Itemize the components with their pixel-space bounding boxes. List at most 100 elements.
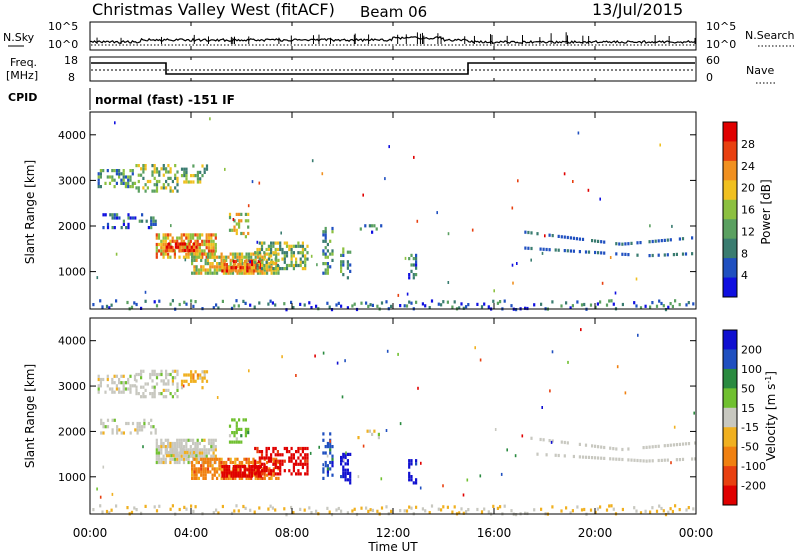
- echo-cell: [168, 242, 171, 246]
- echo-cell: [675, 443, 678, 447]
- echo-cell: [218, 262, 221, 266]
- echo-cell: [191, 252, 194, 256]
- echo-cell: [329, 439, 331, 443]
- cpid-text: normal (fast) -151 IF: [95, 93, 235, 107]
- echo-cell: [193, 476, 196, 480]
- echo-cell: [113, 226, 116, 230]
- echo-cell: [203, 376, 206, 380]
- echo-cell: [580, 328, 582, 332]
- echo-cell: [246, 474, 249, 478]
- echo-cell: [173, 255, 176, 259]
- echo-cell: [275, 262, 278, 266]
- echo-cell: [200, 464, 203, 468]
- echo-cell: [256, 263, 259, 268]
- ground-scatter-cell: [639, 306, 643, 310]
- echo-cell: [415, 478, 418, 482]
- echo-cell: [176, 183, 179, 187]
- echo-cell: [242, 418, 245, 422]
- echo-cell: [624, 252, 627, 256]
- echo-cell: [410, 263, 413, 267]
- echo-cell: [304, 247, 307, 252]
- echo-cell: [240, 212, 243, 216]
- echo-cell: [212, 451, 215, 455]
- echo-cell: [234, 266, 238, 270]
- echo-cell: [299, 263, 302, 268]
- echo-cell: [160, 379, 163, 383]
- echo-cell: [100, 431, 103, 435]
- ground-scatter-cell: [351, 509, 354, 513]
- echo-cell: [399, 422, 402, 426]
- echo-cell: [157, 448, 161, 452]
- ground-scatter-cell: [664, 308, 668, 312]
- echo-cell: [577, 131, 580, 135]
- echo-cell: [521, 434, 524, 438]
- ground-scatter-cell: [476, 507, 479, 512]
- echo-cell: [216, 268, 219, 272]
- echo-cell: [142, 164, 145, 168]
- ground-scatter-cell: [130, 305, 134, 309]
- echo-cell: [274, 267, 277, 271]
- echo-cell: [212, 249, 215, 253]
- echo-cell: [412, 481, 415, 485]
- echo-cell: [259, 465, 263, 469]
- echo-cell: [155, 167, 159, 171]
- ground-scatter-cell: [135, 508, 138, 512]
- echo-cell: [223, 474, 226, 478]
- ground-scatter-cell: [237, 509, 240, 513]
- echo-cell: [190, 450, 193, 455]
- ground-scatter-cell: [405, 304, 409, 308]
- ground-scatter-cell: [649, 305, 652, 309]
- echo-cell: [331, 226, 334, 231]
- echo-cell: [221, 269, 224, 273]
- echo-cell: [206, 467, 210, 471]
- echo-cell: [196, 457, 199, 461]
- ground-scatter-cell: [496, 301, 499, 305]
- echo-cell: [210, 239, 213, 243]
- echo-cell: [241, 471, 244, 475]
- velocity-y-axis-label: Slant Range [km]: [23, 364, 37, 468]
- echo-cell: [111, 492, 114, 496]
- echo-cell: [176, 239, 179, 243]
- echo-cell: [170, 245, 173, 249]
- echo-cell: [178, 457, 181, 461]
- echo-cell: [206, 262, 210, 266]
- echo-cell: [190, 174, 193, 178]
- echo-cell: [191, 262, 194, 266]
- echo-cell: [221, 266, 224, 270]
- echo-cell: [322, 476, 325, 480]
- echo-cell: [171, 395, 174, 399]
- echo-cell: [265, 260, 268, 264]
- ground-scatter-cell: [658, 504, 661, 508]
- echo-cell: [197, 476, 200, 480]
- ground-scatter-cell: [453, 300, 456, 304]
- echo-cell: [248, 269, 251, 273]
- echo-cell: [191, 460, 194, 465]
- echo-cell: [257, 266, 260, 270]
- echo-cell: [140, 395, 143, 399]
- echo-cell: [174, 186, 177, 190]
- ground-scatter-cell: [569, 306, 572, 310]
- echo-cell: [265, 446, 268, 451]
- echo-cell: [648, 240, 651, 244]
- echo-cell: [415, 253, 418, 257]
- echo-cell: [146, 179, 149, 184]
- echo-cell: [253, 269, 256, 273]
- echo-cell: [153, 385, 156, 389]
- echo-cell: [154, 222, 157, 226]
- echo-cell: [214, 246, 217, 250]
- echo-cell: [245, 457, 248, 461]
- power-colorbar-label: Power [dB]: [759, 179, 773, 244]
- echo-cell: [237, 262, 240, 267]
- echo-cell: [218, 467, 221, 471]
- echo-cell: [545, 247, 548, 252]
- echo-cell: [178, 441, 181, 446]
- echo-cell: [168, 245, 171, 249]
- echo-cell: [97, 181, 100, 185]
- echo-cell: [624, 391, 627, 395]
- echo-cell: [210, 454, 213, 458]
- echo-cell: [160, 457, 163, 461]
- ground-scatter-cell: [330, 513, 334, 517]
- echo-cell: [193, 467, 196, 471]
- echo-cell: [684, 252, 688, 256]
- echo-cell: [127, 185, 130, 189]
